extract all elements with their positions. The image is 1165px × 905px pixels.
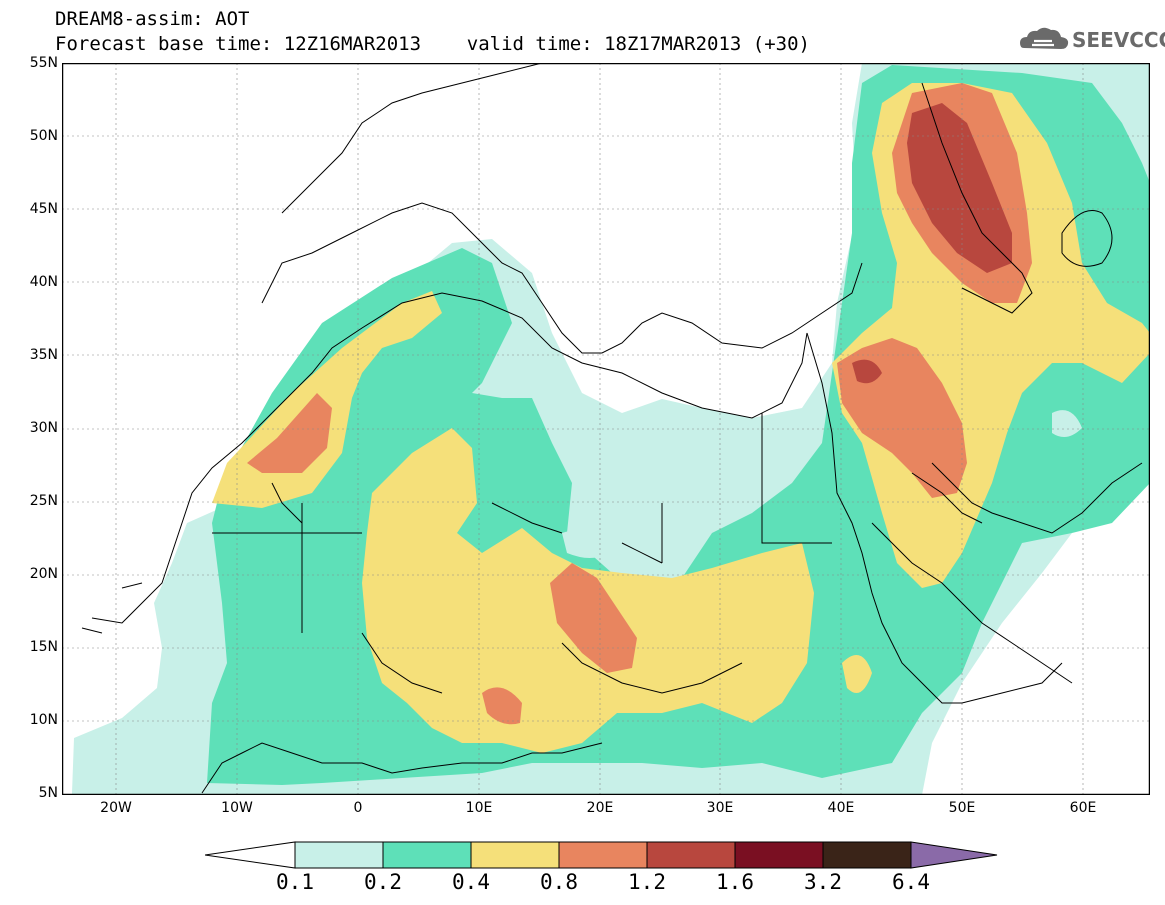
lat-label-20n: 20N <box>29 566 58 582</box>
lon-label-50e: 50E <box>948 800 976 816</box>
colorbar-label-0.4: 0.4 <box>452 870 490 894</box>
cloud-icon <box>1020 27 1069 49</box>
title-line-1: DREAM8-assim: AOT <box>55 8 250 30</box>
colorbar-label-3.2: 3.2 <box>804 870 842 894</box>
lon-label-10w: 10W <box>221 800 253 816</box>
colorbar-bin-6 <box>822 841 912 869</box>
contour-1.2 <box>852 359 882 384</box>
coastlines <box>81 63 1143 794</box>
lat-label-35n: 35N <box>29 347 58 363</box>
colorbar-label-0.1: 0.1 <box>276 870 314 894</box>
lat-label-30n: 30N <box>29 420 58 436</box>
map-plot <box>62 63 1150 795</box>
colorbar-label-0.8: 0.8 <box>540 870 578 894</box>
lon-label-40e: 40E <box>827 800 855 816</box>
lat-label-55n: 55N <box>29 55 58 71</box>
lat-label-15n: 15N <box>29 639 58 655</box>
colorbar-label-1.2: 1.2 <box>628 870 666 894</box>
colorbar-label-1.6: 1.6 <box>716 870 754 894</box>
contour-0.8 <box>247 393 332 473</box>
logo-text: SEEVCCC <box>1072 28 1165 52</box>
lat-label-40n: 40N <box>29 274 58 290</box>
lon-label-20w: 20W <box>100 800 132 816</box>
lon-label-10e: 10E <box>465 800 493 816</box>
lon-label-0: 0 <box>353 800 363 816</box>
colorbar-bin-2 <box>470 841 560 869</box>
lat-label-50n: 50N <box>29 128 58 144</box>
aot-contours <box>72 63 1150 795</box>
lon-label-30e: 30E <box>706 800 734 816</box>
graticule <box>62 63 1150 795</box>
colorbar-arrow-high <box>910 841 998 869</box>
colorbar-label-6.4: 6.4 <box>892 870 930 894</box>
colorbar-arrow-low <box>205 841 296 869</box>
lon-label-60e: 60E <box>1069 800 1097 816</box>
colorbar-bin-3 <box>558 841 648 869</box>
title-line-2: Forecast base time: 12Z16MAR2013 valid t… <box>55 33 810 55</box>
lat-label-5n: 5N <box>38 785 58 801</box>
colorbar-bin-4 <box>646 841 736 869</box>
lat-label-10n: 10N <box>29 712 58 728</box>
lat-label-45n: 45N <box>29 201 58 217</box>
colorbar-label-0.2: 0.2 <box>364 870 402 894</box>
colorbar <box>205 841 998 869</box>
lat-label-25n: 25N <box>29 493 58 509</box>
colorbar-bin-0 <box>294 841 384 869</box>
colorbar-bin-5 <box>734 841 824 869</box>
lon-label-20e: 20E <box>586 800 614 816</box>
colorbar-bin-1 <box>382 841 472 869</box>
